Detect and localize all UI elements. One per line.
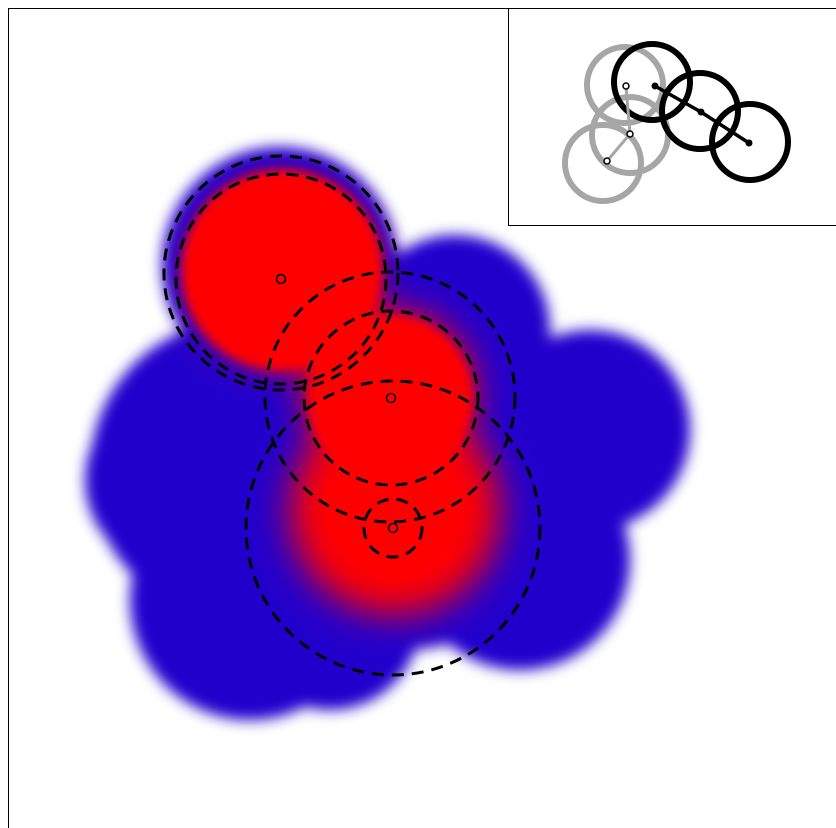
black-ring [659, 70, 741, 152]
black-node-icon [745, 139, 753, 147]
main-panel-frame [8, 8, 836, 828]
center-marker [387, 522, 399, 534]
black-rings-group [611, 41, 791, 183]
dashed-circles-group [162, 154, 542, 677]
inner-red-core [182, 170, 472, 480]
main-diagram-svg [85, 147, 690, 720]
gray-node-icon [626, 130, 634, 138]
gray-node-icon [622, 82, 630, 90]
gray-node-icon [603, 157, 611, 165]
gray-connector-lines [605, 85, 632, 162]
black-node-markers [651, 82, 753, 147]
gray-ring [562, 122, 644, 204]
gray-node-markers [603, 82, 634, 165]
black-node-icon [651, 82, 659, 90]
dashed-circle [263, 270, 517, 524]
center-marker [385, 392, 397, 404]
dashed-circle [362, 497, 424, 559]
center-markers-group [275, 273, 399, 534]
dashed-circle [244, 379, 542, 677]
inset-diagram-svg [562, 41, 791, 204]
gray-ring [584, 44, 666, 126]
dashed-circle [162, 154, 400, 392]
black-connector-lines [654, 84, 750, 145]
dashed-circle [302, 309, 480, 487]
black-ring [611, 41, 693, 123]
diagram-canvas [8, 8, 836, 828]
black-node-icon [697, 108, 705, 116]
black-ring [709, 101, 791, 183]
dashed-circle [174, 172, 388, 386]
center-marker [275, 273, 287, 285]
